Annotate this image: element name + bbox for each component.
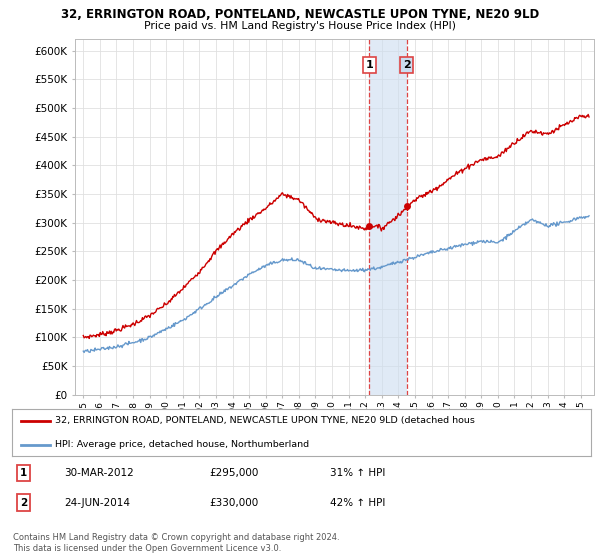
Text: £295,000: £295,000 — [209, 468, 258, 478]
Text: Price paid vs. HM Land Registry's House Price Index (HPI): Price paid vs. HM Land Registry's House … — [144, 21, 456, 31]
Text: 30-MAR-2012: 30-MAR-2012 — [64, 468, 134, 478]
Bar — [370, 39, 407, 395]
Text: Contains HM Land Registry data © Crown copyright and database right 2024.
This d: Contains HM Land Registry data © Crown c… — [13, 533, 340, 553]
Text: HPI: Average price, detached house, Northumberland: HPI: Average price, detached house, Nort… — [55, 440, 310, 449]
Text: 2: 2 — [403, 60, 410, 70]
Text: 31% ↑ HPI: 31% ↑ HPI — [331, 468, 386, 478]
Text: 2: 2 — [20, 498, 27, 507]
Text: 24-JUN-2014: 24-JUN-2014 — [64, 498, 130, 507]
Text: 1: 1 — [365, 60, 373, 70]
Text: 42% ↑ HPI: 42% ↑ HPI — [331, 498, 386, 507]
Text: 32, ERRINGTON ROAD, PONTELAND, NEWCASTLE UPON TYNE, NE20 9LD: 32, ERRINGTON ROAD, PONTELAND, NEWCASTLE… — [61, 8, 539, 21]
Text: £330,000: £330,000 — [209, 498, 258, 507]
Text: 1: 1 — [20, 468, 27, 478]
Text: 32, ERRINGTON ROAD, PONTELAND, NEWCASTLE UPON TYNE, NE20 9LD (detached hous: 32, ERRINGTON ROAD, PONTELAND, NEWCASTLE… — [55, 416, 475, 425]
